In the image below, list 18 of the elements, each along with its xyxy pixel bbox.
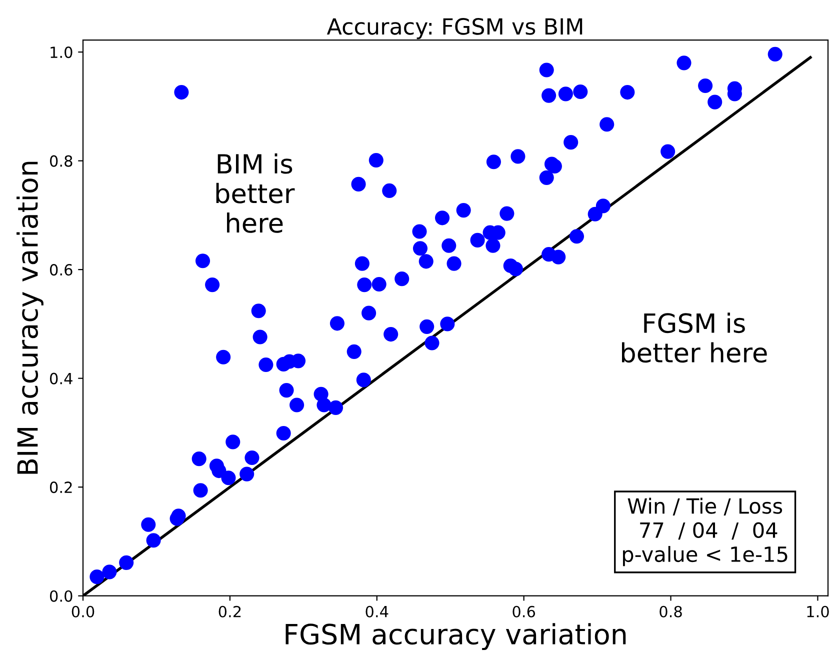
annotation: Win / Tie / Loss 77 / 04 / 04 p-value < 1e-15 [623,498,788,566]
x-axis-title: FGSM accuracy variation [286,623,626,650]
x-tick-label: 0.2 [218,606,241,618]
x-tick-label: 0.6 [512,606,536,618]
y-tick-label: 0.0 [50,590,72,602]
annotation: FGSM is better here [622,312,767,363]
y-axis-title: BIM accuracy variation [16,162,44,474]
y-tick-label: 0.8 [50,155,72,167]
annotation: BIM is better here [216,153,295,233]
x-tick-label: 0.8 [660,606,682,618]
chart-title: Accuracy: FGSM vs BIM [326,18,582,40]
y-tick-label: 0.2 [50,482,72,494]
y-tick-label: 1.0 [50,46,72,58]
y-tick-label: 0.4 [50,372,72,384]
y-tick-label: 0.6 [50,264,72,276]
x-tick-label: 1.0 [807,606,829,618]
x-tick-label: 0.0 [72,606,94,618]
x-tick-label: 0.4 [366,606,388,618]
